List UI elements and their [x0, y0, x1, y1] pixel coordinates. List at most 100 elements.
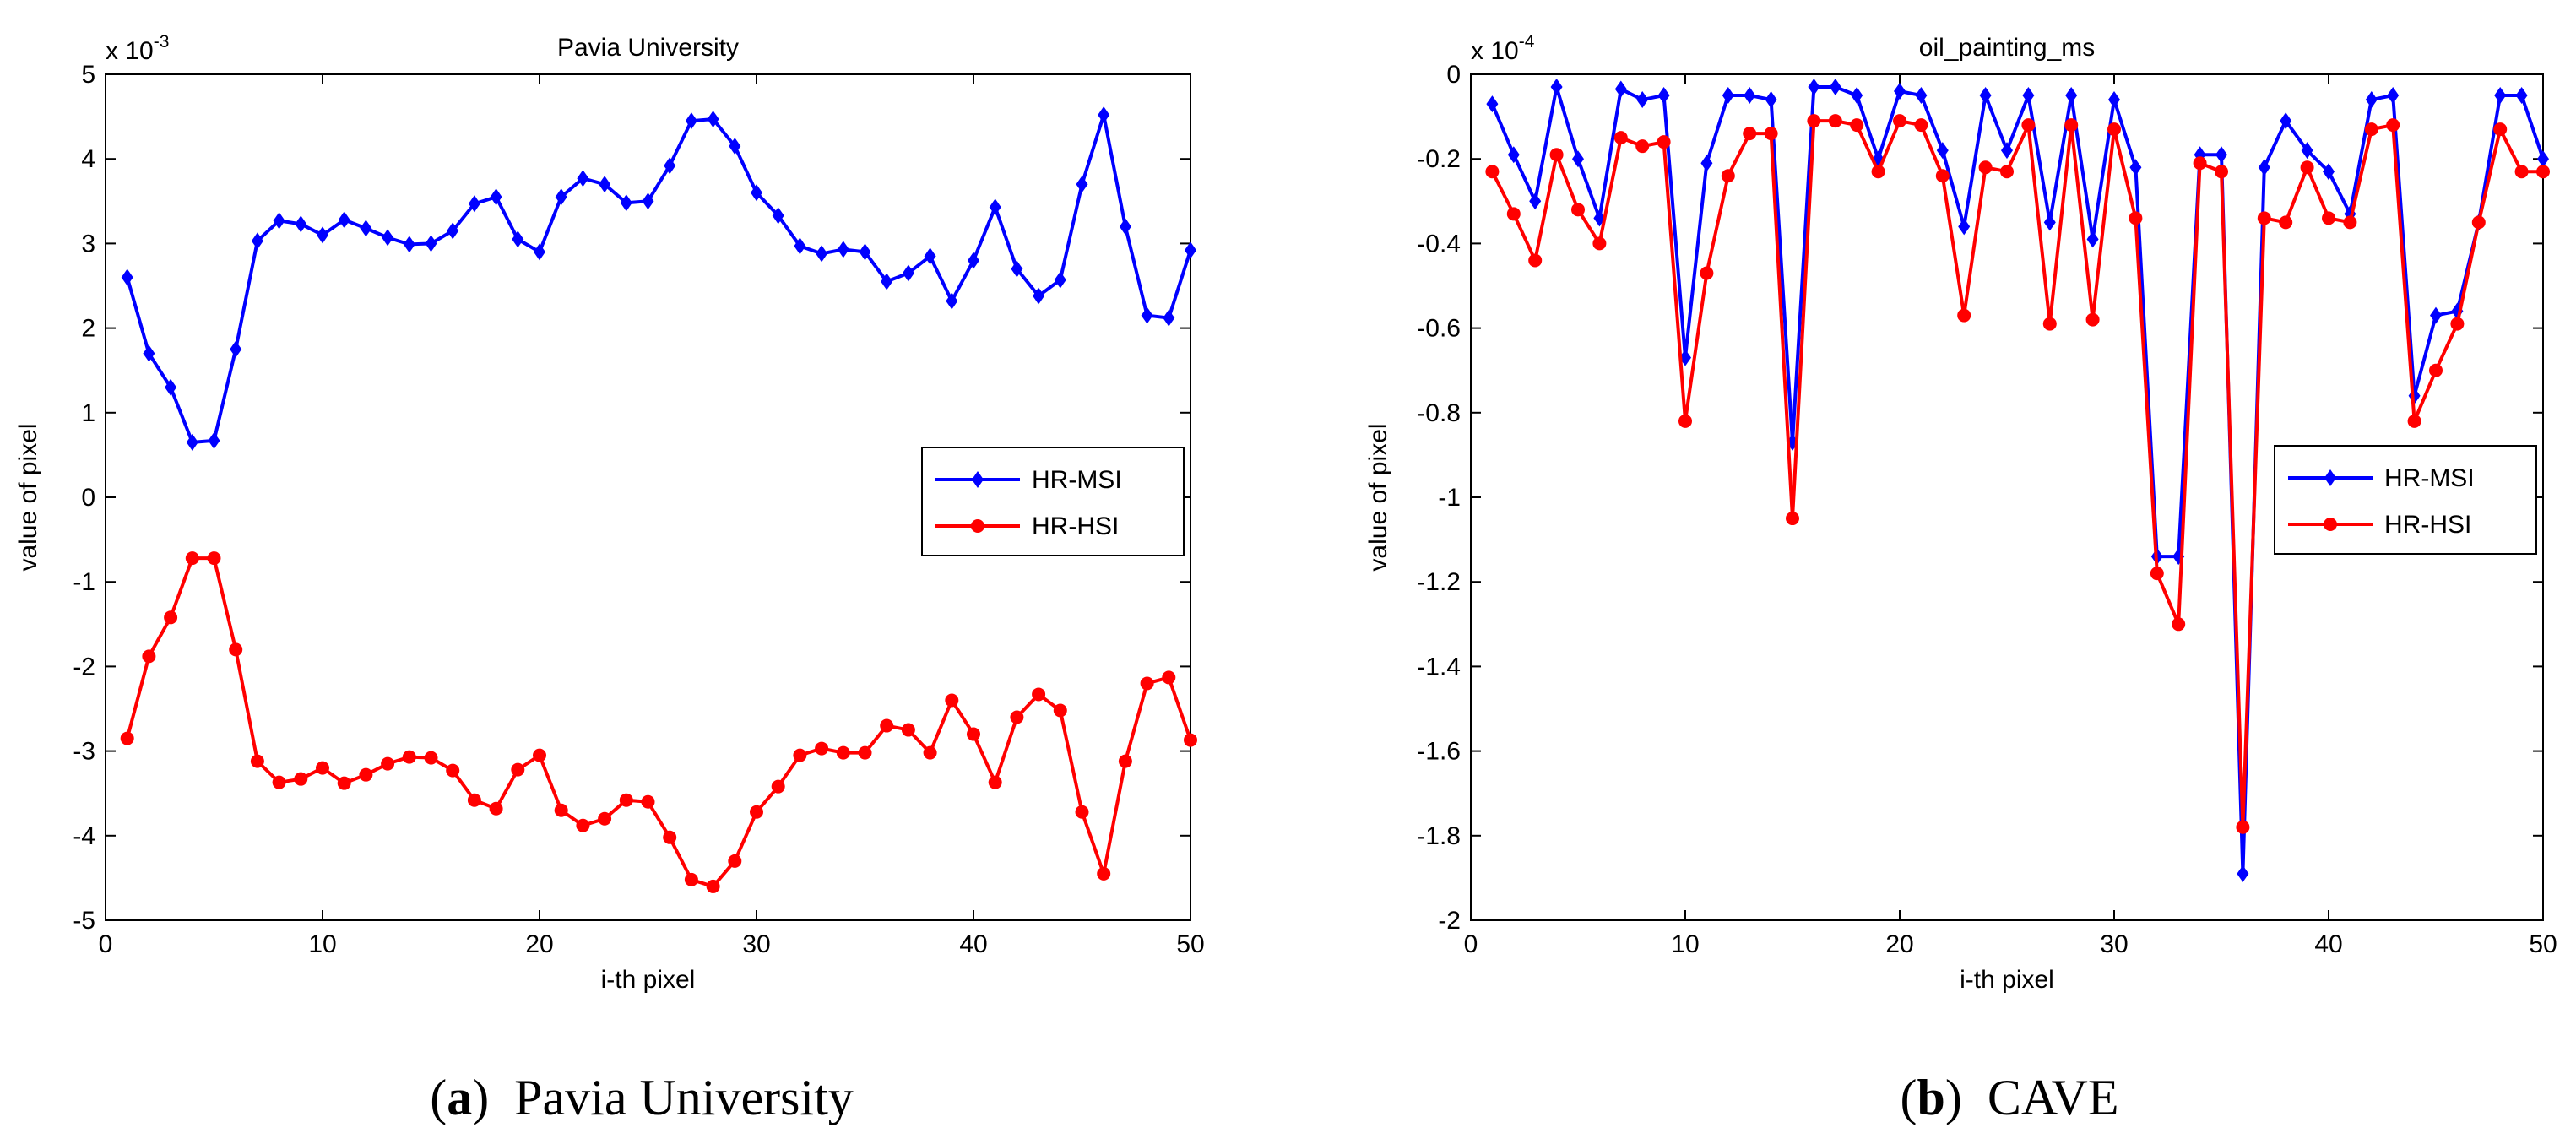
- data-point: [642, 192, 654, 210]
- y-tick-label: 3: [81, 230, 95, 258]
- data-point: [2322, 211, 2335, 225]
- data-point: [1162, 670, 1176, 685]
- figure-caption: (b) CAVE: [1901, 1070, 2119, 1125]
- data-point: [554, 803, 568, 817]
- data-point: [1033, 287, 1045, 305]
- legend-box: [921, 447, 1185, 556]
- data-point: [706, 879, 720, 893]
- data-point: [794, 237, 806, 255]
- data-point: [793, 748, 807, 762]
- data-point: [620, 194, 632, 212]
- legend-label: HR-HSI: [2384, 511, 2471, 539]
- data-point: [511, 762, 525, 777]
- data-point: [2387, 87, 2400, 105]
- y-tick-label: -1: [1438, 484, 1461, 512]
- data-point: [360, 220, 372, 237]
- series-hr-hsi: [1485, 114, 2550, 834]
- data-point: [945, 693, 959, 708]
- data-point: [294, 772, 308, 786]
- data-point: [2323, 163, 2335, 181]
- data-point: [1550, 79, 1563, 96]
- y-tick-label: -1.6: [1417, 738, 1461, 766]
- data-point: [1118, 754, 1132, 768]
- data-point: [185, 551, 199, 566]
- data-point: [2215, 165, 2228, 179]
- data-point: [967, 727, 980, 741]
- data-point: [2022, 87, 2035, 105]
- data-point: [424, 751, 438, 765]
- data-point: [121, 268, 133, 286]
- data-point: [250, 754, 264, 768]
- data-point: [750, 805, 763, 819]
- series-hr-hsi: [120, 551, 1197, 893]
- data-point: [1721, 169, 1735, 183]
- x-tick-label: 50: [1176, 930, 1204, 958]
- y-tick-label: 0: [1446, 61, 1461, 89]
- legend-box: [2274, 445, 2537, 555]
- legend-marker: [971, 519, 984, 533]
- legend-marker: [972, 471, 984, 488]
- data-point: [902, 264, 914, 282]
- data-point: [1613, 131, 1628, 145]
- legend-label: HR-MSI: [2384, 464, 2475, 492]
- data-point: [1894, 83, 1906, 100]
- x-tick-label: 40: [959, 930, 987, 958]
- data-point: [1010, 710, 1024, 724]
- data-point: [771, 779, 785, 794]
- chart-title: Pavia University: [557, 34, 739, 62]
- y-axis-title: value of pixel: [14, 423, 42, 571]
- data-point: [1828, 114, 1842, 128]
- data-point: [577, 170, 589, 187]
- legend-marker: [2324, 518, 2337, 531]
- data-point: [1979, 87, 1992, 105]
- data-point: [207, 551, 221, 566]
- data-point: [2237, 865, 2249, 882]
- data-point: [619, 793, 633, 807]
- data-point: [751, 184, 762, 202]
- data-point: [859, 243, 871, 261]
- data-point: [1978, 160, 1993, 175]
- data-point: [2279, 215, 2293, 230]
- data-point: [729, 138, 741, 155]
- x-tick-label: 50: [2529, 930, 2557, 958]
- data-point: [599, 176, 611, 193]
- data-point: [1140, 676, 1154, 691]
- data-point: [2430, 306, 2442, 324]
- data-point: [1850, 118, 1864, 133]
- data-point: [1592, 236, 1607, 251]
- data-point: [2064, 118, 2079, 133]
- data-point: [1914, 118, 1928, 133]
- y-tick-label: -2: [73, 653, 95, 680]
- data-point: [534, 243, 545, 261]
- data-point: [1571, 203, 1585, 217]
- y-tick-label: -1.8: [1417, 822, 1461, 850]
- data-point: [2494, 87, 2507, 105]
- data-point: [555, 188, 567, 206]
- data-point: [402, 750, 416, 764]
- data-point: [359, 767, 373, 782]
- data-point: [772, 207, 784, 225]
- data-point: [880, 718, 894, 733]
- data-point: [2386, 118, 2400, 133]
- legend-marker: [2324, 469, 2336, 486]
- data-point: [512, 230, 524, 248]
- x-tick-label: 20: [525, 930, 553, 958]
- data-point: [272, 775, 286, 789]
- data-point: [467, 793, 481, 807]
- data-point: [1054, 271, 1066, 289]
- data-point: [1529, 192, 1542, 210]
- data-point: [2107, 122, 2121, 137]
- data-point: [142, 649, 156, 664]
- data-point: [2129, 159, 2142, 176]
- data-point: [1528, 253, 1543, 268]
- chart-title: oil_painting_ms: [1919, 34, 2095, 62]
- data-point: [2429, 363, 2443, 377]
- data-point: [1764, 127, 1778, 141]
- data-point: [403, 236, 415, 253]
- data-point: [1829, 79, 1841, 96]
- data-point: [2257, 211, 2271, 225]
- legend: HR-MSI HR-HSI: [921, 447, 1185, 556]
- data-point: [2129, 211, 2143, 225]
- chart-panel-a: 0 10 20 30 40 50 -5 -4 -3 -2 -1 0 1 2 3 4 5 x 10-3 Pavia U…: [14, 32, 1205, 1125]
